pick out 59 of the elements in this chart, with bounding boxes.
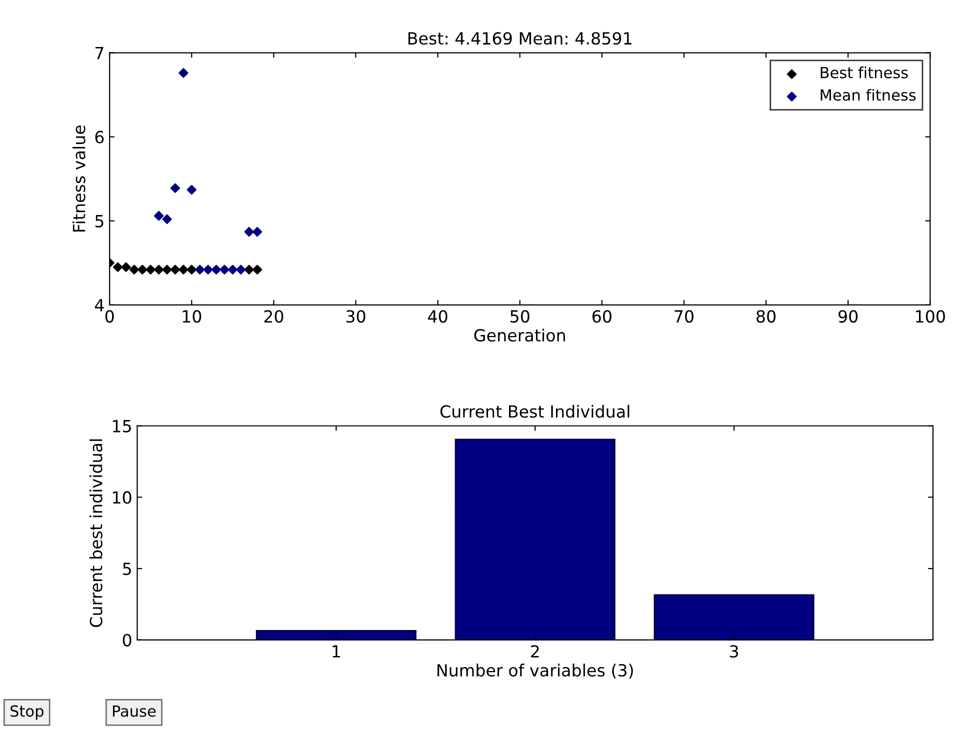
text: Pause — [113, 705, 156, 717]
point — [170, 264, 180, 274]
point — [194, 264, 205, 274]
legend-label: Best fitness — [820, 66, 908, 78]
x-tick-label: 70 — [674, 310, 694, 323]
y-tick-label: 6 — [95, 130, 104, 144]
x-tick-label: 60 — [592, 310, 612, 323]
x-axis-title: Generation — [474, 328, 565, 342]
y-axis-title: Current best individual — [89, 439, 102, 628]
x-tick-label: 30 — [346, 310, 366, 323]
point — [178, 264, 188, 274]
y-tick-label: 4 — [94, 299, 104, 312]
x-tick-label: 1 — [332, 645, 340, 658]
point — [252, 226, 262, 237]
point — [252, 264, 262, 274]
point — [121, 262, 131, 272]
x-tick-label: 3 — [730, 645, 738, 658]
y-axis-title: Fitness value — [72, 125, 86, 232]
x-tick-label: 50 — [510, 310, 530, 323]
point — [154, 264, 164, 274]
text: Stop — [10, 705, 44, 720]
y-tick-label: 5 — [123, 562, 131, 576]
y-tick-label: 10 — [112, 491, 132, 504]
chart-title: Best: 4.4169 Mean: 4.8591 — [408, 32, 632, 45]
point — [154, 210, 164, 221]
point — [112, 262, 123, 272]
x-axis-title: Number of variables (3) — [438, 664, 633, 679]
bar — [454, 438, 616, 640]
y-tick-label: 7 — [95, 46, 104, 60]
point — [228, 264, 238, 274]
point — [244, 226, 254, 237]
point — [236, 264, 246, 274]
point — [211, 264, 222, 274]
point — [170, 183, 180, 193]
point — [129, 264, 140, 274]
point — [162, 214, 172, 224]
x-tick-label: 40 — [428, 310, 448, 323]
legend-label: Mean fitness — [820, 88, 916, 101]
point — [186, 184, 197, 195]
y-tick-label: 15 — [112, 420, 131, 432]
chart-title: Current Best Individual — [440, 404, 630, 418]
bar — [256, 630, 416, 640]
point — [178, 68, 188, 78]
point — [244, 264, 254, 274]
x-tick-label: 20 — [264, 310, 284, 323]
point — [146, 264, 156, 274]
point — [186, 264, 197, 274]
x-tick-label: 90 — [838, 310, 858, 323]
point — [138, 264, 148, 274]
point — [162, 264, 172, 274]
point — [220, 264, 230, 274]
x-tick-label: 80 — [756, 310, 776, 323]
point — [203, 264, 213, 274]
x-tick-label: 2 — [531, 645, 539, 658]
y-tick-label: 0 — [122, 634, 132, 646]
y-tick-label: 5 — [95, 215, 104, 228]
x-tick-label: 10 — [182, 310, 202, 323]
x-tick-label: 100 — [916, 310, 945, 323]
bar — [654, 594, 814, 640]
